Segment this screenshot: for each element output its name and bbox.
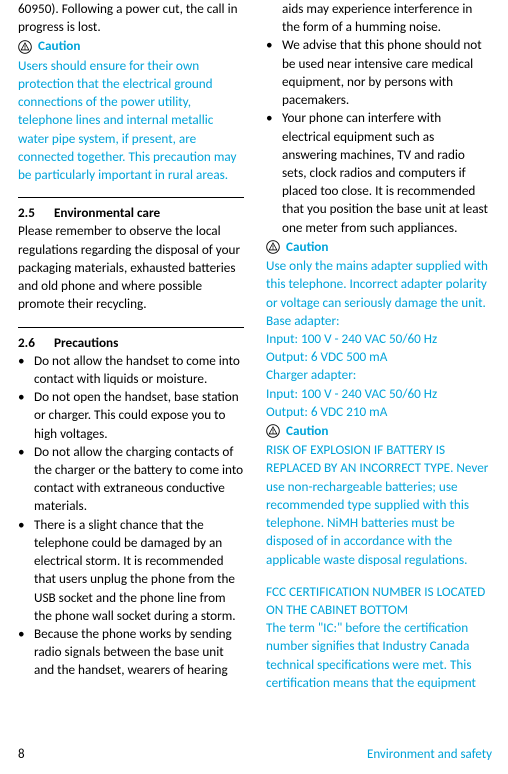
bullet-dot	[266, 0, 282, 36]
footer-section-name: Environment and safety	[367, 747, 492, 762]
page-number: 8	[18, 747, 25, 762]
precautions-list-continued: aids may experience interference in the …	[266, 0, 492, 237]
bullet-dot: •	[266, 36, 282, 109]
section-rule	[18, 327, 244, 328]
section-2-5-body: Please remember to observe the local reg…	[18, 222, 244, 313]
section-rule	[18, 197, 244, 198]
list-item: •Do not allow the handset to come into c…	[18, 352, 244, 388]
caution-body-line: Charger adapter:	[266, 366, 492, 384]
list-item-text: Because the phone works by sending radio…	[34, 625, 244, 680]
intro-continuation: 60950). Following a power cut, the call …	[18, 0, 244, 36]
bullet-dot: •	[266, 109, 282, 237]
caution-body-line: Use only the mains adapter supplied with…	[266, 257, 492, 312]
caution-label: Caution	[286, 422, 328, 440]
section-2-5-heading: 2.5Environmental care	[18, 204, 244, 222]
section-title: Precautions	[54, 334, 118, 351]
list-item: •We advise that this phone should not be…	[266, 36, 492, 109]
bullet-dot: •	[18, 516, 34, 625]
caution-body-line: Output: 6 VDC 500 mA	[266, 348, 492, 366]
list-item: •Do not open the handset, base station o…	[18, 388, 244, 443]
fcc-body: The term "IC:" before the certification …	[266, 619, 492, 692]
bullet-dot: •	[18, 352, 34, 388]
section-title: Environmental care	[54, 204, 160, 221]
bullet-dot: •	[18, 388, 34, 443]
caution-body: RISK OF EXPLOSION IF BATTERY IS REPLACED…	[266, 441, 492, 569]
fcc-heading: FCC CERTIFICATION NUMBER IS LOCATED ON T…	[266, 583, 492, 619]
list-item-text: There is a slight chance that the teleph…	[34, 516, 244, 625]
caution-body-line: Base adapter:	[266, 312, 492, 330]
right-column: aids may experience interference in the …	[266, 0, 492, 692]
list-item: •Your phone can interfere with electrica…	[266, 109, 492, 237]
list-item: •There is a slight chance that the telep…	[18, 516, 244, 625]
section-number: 2.6	[18, 334, 54, 352]
list-item: •Because the phone works by sending radi…	[18, 625, 244, 680]
list-item-text: We advise that this phone should not be …	[282, 36, 492, 109]
caution-body-line: Input: 100 V - 240 VAC 50/60 Hz	[266, 330, 492, 348]
list-item-text: aids may experience interference in the …	[282, 0, 492, 36]
two-column-layout: 60950). Following a power cut, the call …	[18, 0, 492, 692]
section-2-6-heading: 2.6Precautions	[18, 334, 244, 352]
caution-label: Caution	[286, 238, 328, 256]
caution-heading: Caution	[266, 238, 492, 256]
caution-heading: Caution	[18, 37, 244, 55]
left-column: 60950). Following a power cut, the call …	[18, 0, 244, 692]
page-footer: 8 Environment and safety	[18, 747, 492, 762]
caution-body-line: Output: 6 VDC 210 mA	[266, 403, 492, 421]
list-item: aids may experience interference in the …	[266, 0, 492, 36]
list-item-text: Do not allow the handset to come into co…	[34, 352, 244, 388]
caution-heading: Caution	[266, 422, 492, 440]
page: 60950). Following a power cut, the call …	[0, 0, 508, 774]
caution-label: Caution	[38, 37, 80, 55]
bullet-dot: •	[18, 625, 34, 680]
caution-icon	[266, 240, 280, 254]
caution-body: Users should ensure for their own protec…	[18, 57, 244, 185]
caution-icon	[266, 424, 280, 438]
list-item-text: Your phone can interfere with electrical…	[282, 109, 492, 237]
caution-icon	[18, 40, 32, 54]
list-item: •Do not allow the charging contacts of t…	[18, 443, 244, 516]
bullet-dot: •	[18, 443, 34, 516]
spacer	[266, 569, 492, 583]
section-number: 2.5	[18, 204, 54, 222]
list-item-text: Do not open the handset, base station or…	[34, 388, 244, 443]
caution-body-line: Input: 100 V - 240 VAC 50/60 Hz	[266, 385, 492, 403]
precautions-list: •Do not allow the handset to come into c…	[18, 352, 244, 680]
list-item-text: Do not allow the charging contacts of th…	[34, 443, 244, 516]
